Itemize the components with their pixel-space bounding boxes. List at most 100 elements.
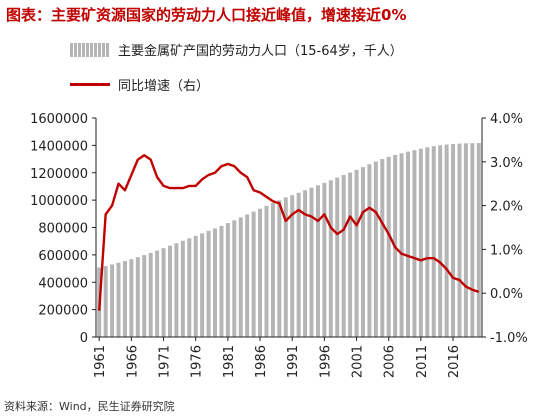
x-tick-label: 2001: [351, 345, 366, 378]
left-tick-label: 400000: [38, 276, 88, 291]
left-tick-label: 800000: [38, 222, 88, 237]
bar-1999: [341, 175, 346, 337]
right-tick-label: 3.0%: [490, 156, 523, 171]
bar-1977: [200, 233, 205, 337]
x-tick-label: 1996: [318, 345, 333, 378]
bar-2010: [412, 150, 417, 337]
bar-2002: [360, 167, 365, 337]
bar-1969: [148, 252, 153, 337]
x-tick-label: 1961: [93, 345, 108, 378]
bar-1990: [283, 197, 288, 337]
left-tick-label: 0: [80, 331, 88, 346]
right-tick-label: 1.0%: [490, 243, 523, 258]
bar-1970: [155, 250, 160, 337]
bar-1975: [187, 238, 192, 337]
bar-1987: [264, 205, 269, 337]
x-tick-label: 1981: [222, 345, 237, 378]
bar-1998: [335, 177, 340, 337]
bar-1981: [225, 223, 230, 337]
bar-1979: [213, 228, 218, 337]
bar-2019: [470, 143, 475, 337]
bar-1971: [161, 248, 166, 337]
legend-label-growth: 同比增速（右）: [118, 79, 210, 94]
bar-1972: [167, 245, 172, 337]
bar-2003: [367, 164, 372, 337]
legend-item-labor-force: 主要金属矿产国的劳动力人口（15-64岁，千人）: [70, 40, 403, 59]
bar-2004: [373, 161, 378, 337]
left-tick-label: 600000: [38, 249, 88, 264]
source-note: 资料来源：Wind，民生证券研究院: [4, 400, 175, 413]
bar-1974: [180, 240, 185, 337]
chart-title: 图表：主要矿资源国家的劳动力人口接近峰值，增速接近0%: [6, 6, 407, 24]
bar-1994: [309, 187, 314, 337]
bar-1973: [174, 243, 179, 337]
bar-2011: [418, 148, 423, 337]
legend-label-labor-force: 主要金属矿产国的劳动力人口（15-64岁，千人）: [118, 44, 403, 59]
bar-1983: [238, 217, 243, 337]
x-tick-label: 2006: [383, 345, 398, 378]
right-tick-label: 4.0%: [490, 112, 523, 127]
bar-1962: [103, 266, 108, 337]
bar-1997: [328, 180, 333, 337]
legend-swatch-line: [70, 83, 110, 86]
bar-2008: [399, 153, 404, 337]
bar-1978: [206, 230, 211, 337]
bar-1991: [290, 195, 295, 337]
bar-1984: [245, 214, 250, 337]
bar-1996: [322, 182, 327, 337]
bar-1967: [135, 257, 140, 337]
bar-1968: [142, 255, 147, 337]
bar-1995: [315, 185, 320, 337]
x-tick-label: 1966: [125, 345, 140, 378]
right-tick-label: 2.0%: [490, 200, 523, 215]
bar-1986: [258, 208, 263, 337]
x-axis-ticks: 1961 1966 1971 1976 1981 1986 1991 1996 2001 2006…: [93, 337, 462, 378]
bar-1985: [251, 211, 256, 337]
x-tick-label: 1986: [254, 345, 269, 378]
bar-2000: [348, 172, 353, 337]
bar-1982: [232, 220, 237, 337]
bar-2020: [476, 143, 481, 337]
bar-2006: [386, 156, 391, 337]
right-axis-ticks: -1.0% 0.0% 1.0% 2.0% 3.0% 4.0%: [482, 112, 528, 346]
legend-swatch-bars: [70, 42, 110, 57]
bar-2017: [457, 143, 462, 337]
bar-1976: [193, 235, 198, 337]
line-series-growth: [98, 154, 480, 311]
bar-2009: [406, 151, 411, 337]
bar-2012: [425, 147, 430, 337]
bar-2013: [431, 146, 436, 337]
bar-1988: [270, 203, 275, 337]
bar-1964: [116, 262, 121, 337]
bar-1965: [122, 261, 127, 337]
bar-2001: [354, 169, 359, 337]
bar-2014: [438, 145, 443, 337]
growth-line: [98, 154, 480, 311]
bar-1980: [219, 225, 224, 337]
bar-2005: [380, 159, 385, 337]
left-tick-label: 1000000: [30, 194, 88, 209]
right-tick-label: -1.0%: [490, 331, 528, 346]
bar-series-labor-force: [97, 143, 481, 337]
bar-1989: [277, 200, 282, 337]
bar-2016: [451, 144, 456, 337]
x-tick-label: 2016: [447, 345, 462, 378]
legend-item-growth: 同比增速（右）: [70, 75, 209, 94]
x-tick-label: 1976: [190, 345, 205, 378]
bar-2015: [444, 144, 449, 337]
left-tick-label: 1200000: [30, 167, 88, 182]
bar-1992: [296, 192, 301, 337]
right-tick-label: 0.0%: [490, 287, 523, 302]
x-tick-label: 1971: [158, 345, 173, 378]
left-tick-label: 1600000: [30, 112, 88, 127]
x-tick-label: 2011: [415, 345, 430, 378]
left-axis-ticks: 0 200000 400000 600000 800000 1000000 1200000 1…: [30, 112, 96, 346]
chart-axes: [95, 118, 483, 338]
bar-1993: [303, 190, 308, 337]
x-tick-label: 1991: [286, 345, 301, 378]
left-tick-label: 200000: [38, 304, 88, 319]
bar-1963: [110, 264, 115, 337]
bar-2018: [463, 143, 468, 337]
left-tick-label: 1400000: [30, 139, 88, 154]
